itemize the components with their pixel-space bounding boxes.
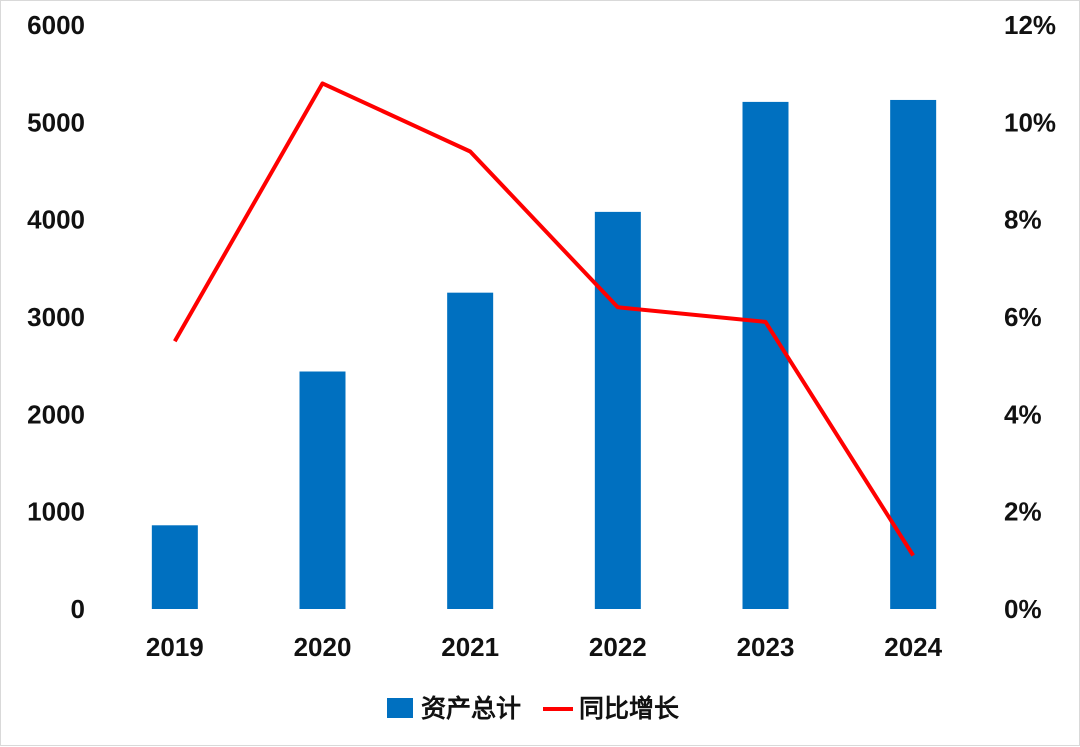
legend-line-label: 同比增长 [579,694,680,723]
left-tick-label: 2000 [27,399,85,429]
right-axis-ticks: 0% 2% 4% 6% 8% 10% 12% [1004,10,1056,624]
right-tick-label: 6% [1004,302,1042,332]
left-tick-label: 5000 [27,107,85,137]
category-label: 2019 [146,632,204,662]
bar-2022 [595,212,641,609]
bar-2021 [447,293,493,609]
category-label: 2024 [884,632,942,662]
category-label: 2021 [441,632,499,662]
left-tick-label: 4000 [27,205,85,235]
legend-bar-label: 资产总计 [421,694,521,723]
right-tick-label: 0% [1004,594,1042,624]
right-tick-label: 4% [1004,399,1042,429]
category-label: 2022 [589,632,647,662]
category-label: 2023 [737,632,795,662]
category-axis-labels: 2019 2020 2021 2022 2023 2024 [146,632,943,662]
legend-bar-swatch [387,698,413,718]
bar-2019 [152,525,198,609]
right-tick-label: 8% [1004,205,1042,235]
left-axis-ticks: 0 1000 2000 3000 4000 5000 6000 [27,10,85,624]
left-tick-label: 3000 [27,302,85,332]
right-tick-label: 2% [1004,497,1042,527]
left-tick-label: 6000 [27,10,85,40]
category-label: 2020 [294,632,352,662]
growth-line [175,83,913,555]
right-tick-label: 10% [1004,107,1056,137]
left-tick-label: 1000 [27,497,85,527]
bar-2023 [743,102,789,609]
bar-2020 [300,372,346,609]
left-tick-label: 0 [71,594,85,624]
legend: 资产总计 同比增长 [387,694,680,723]
right-tick-label: 12% [1004,10,1056,40]
line-series [175,83,914,555]
